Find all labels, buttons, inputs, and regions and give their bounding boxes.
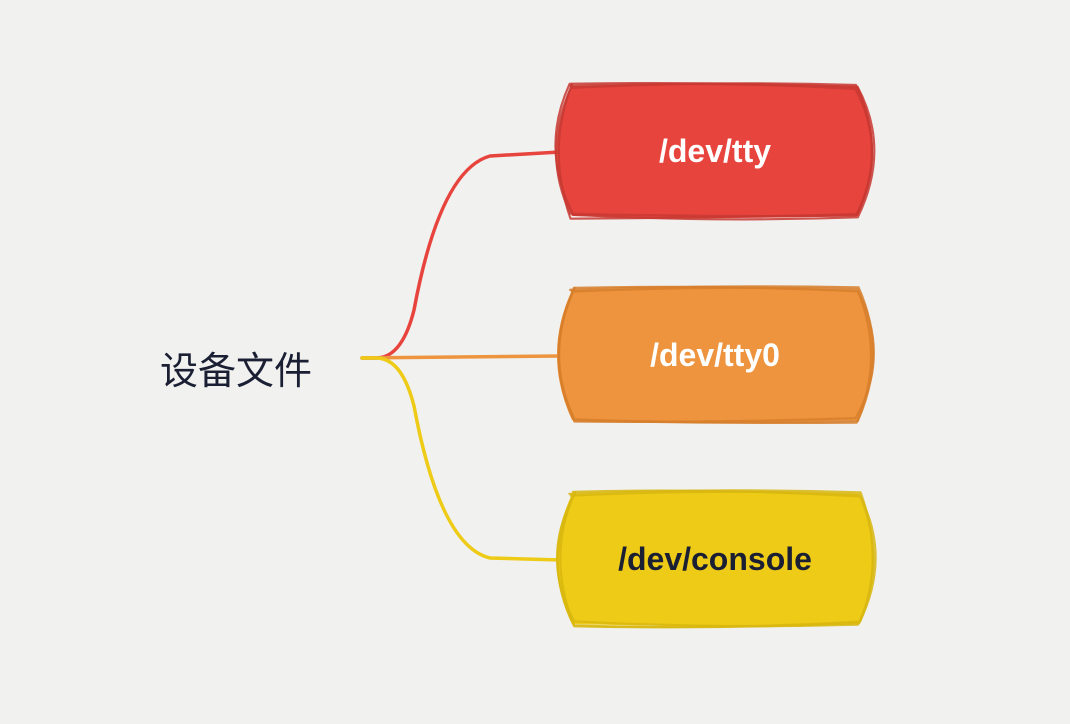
node-label-tty0: /dev/tty0 — [650, 337, 780, 374]
node-label-tty: /dev/tty — [659, 133, 771, 170]
edge-tty — [362, 152, 560, 358]
node-console: /dev/console — [560, 494, 870, 624]
diagram-canvas: 设备文件 /dev/tty/dev/tty0/dev/console — [0, 0, 1070, 724]
node-tty0: /dev/tty0 — [560, 290, 870, 420]
edge-tty0 — [362, 356, 560, 358]
node-label-console: /dev/console — [618, 541, 812, 578]
edge-console — [362, 358, 560, 560]
node-tty: /dev/tty — [560, 86, 870, 216]
root-node-label: 设备文件 — [160, 340, 312, 395]
